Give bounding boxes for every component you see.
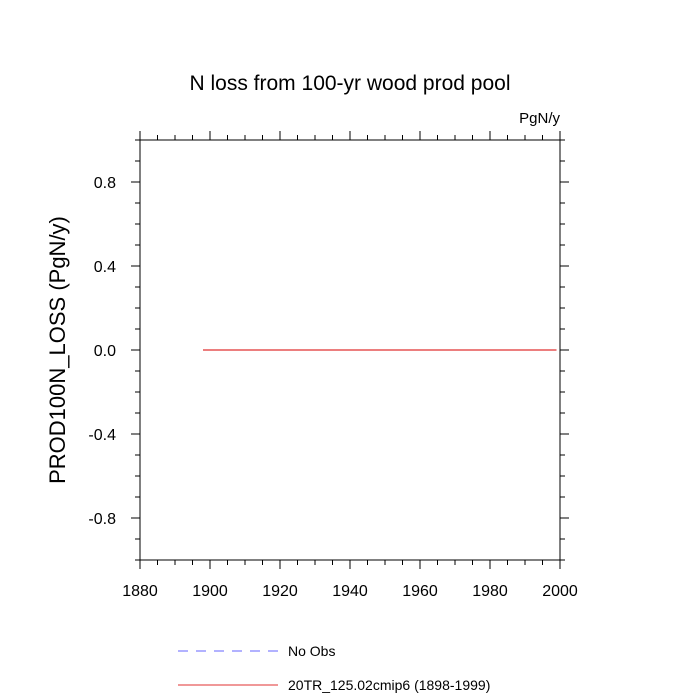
y-tick-label: 0.8 — [94, 175, 116, 192]
legend: No Obs 20TR_125.02cmip6 (1898-1999) — [178, 643, 490, 693]
x-tick-label: 1920 — [262, 583, 298, 600]
axis-ticks — [131, 131, 569, 569]
y-tick-label: -0.4 — [88, 427, 116, 444]
x-tick-label: 2000 — [542, 583, 578, 600]
legend-label: No Obs — [288, 643, 335, 659]
y-axis-label: PROD100N_LOSS (PgN/y) — [45, 216, 70, 484]
x-tick-label: 1960 — [402, 583, 438, 600]
x-tick-label: 1880 — [122, 583, 158, 600]
x-tick-label: 1940 — [332, 583, 368, 600]
x-tick-label: 1980 — [472, 583, 508, 600]
legend-label: 20TR_125.02cmip6 (1898-1999) — [288, 677, 490, 693]
y-tick-label: 0.0 — [94, 343, 116, 360]
chart-title: N loss from 100-yr wood prod pool — [190, 72, 511, 95]
x-tick-label: 1900 — [192, 583, 228, 600]
y-tick-label: -0.8 — [88, 511, 116, 528]
y-tick-label: 0.4 — [94, 259, 116, 276]
axis-tick-labels: 1880 1900 1920 1940 1960 1980 2000 0.8 0.4 0.0 -0.… — [88, 175, 577, 600]
units-label: PgN/y — [519, 110, 560, 127]
